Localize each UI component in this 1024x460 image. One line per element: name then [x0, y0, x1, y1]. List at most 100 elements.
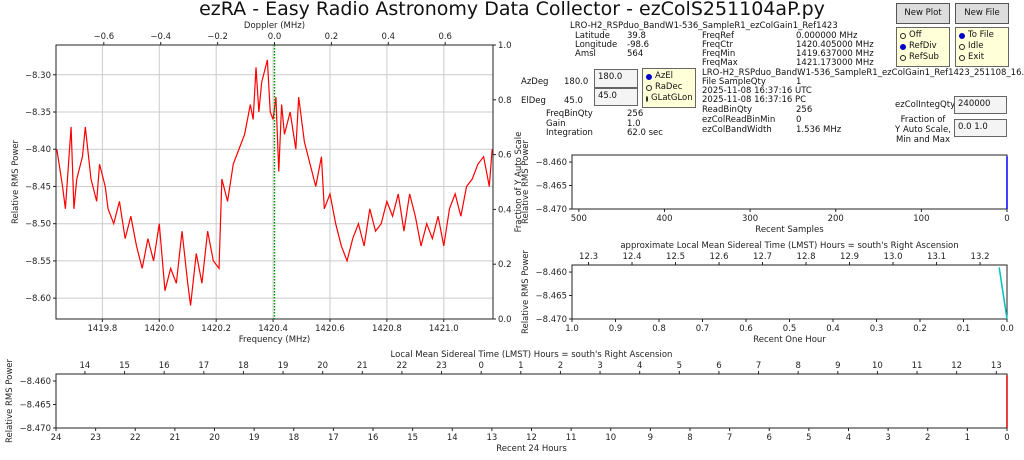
y-tick-label: −8.465	[20, 401, 51, 411]
top-tick-label: 12.6	[710, 252, 729, 262]
radio-radec[interactable]: RaDec	[646, 82, 692, 93]
radio-exit[interactable]: Exit	[959, 52, 1005, 63]
gain-label: Gain	[546, 119, 566, 129]
azdeg-label: AzDeg	[521, 77, 549, 87]
radio-dot-icon	[900, 32, 906, 39]
y-tick-label: −8.465	[536, 292, 567, 302]
radio-label: Idle	[968, 41, 984, 51]
top-tick-label: 11	[912, 361, 923, 371]
x-tick-label: 1420.8	[372, 324, 402, 334]
y-tick-label: −8.40	[25, 145, 51, 155]
file-sampleqty-label: File SampleQty	[702, 77, 766, 87]
radio-glatglon[interactable]: GLatGLon	[646, 93, 693, 104]
radio-dot-icon	[646, 84, 652, 91]
top-axis-label: Local Mean Sidereal Time (LMST) Hours = …	[391, 350, 673, 360]
top-tick-label: 12.3	[579, 252, 598, 262]
x-tick-label: 17	[328, 433, 339, 443]
top-tick-label: 0	[478, 361, 483, 371]
gain-value: 1.0	[627, 119, 641, 129]
top-tick-label: 4	[637, 361, 642, 371]
freqbinqty-label: FreqBinQty	[546, 109, 593, 119]
right-tick-label: 0.4	[498, 205, 512, 215]
azdeg-input[interactable]: 180.0	[594, 69, 638, 88]
x-tick-label: 500	[571, 214, 587, 224]
radio-refsub[interactable]: RefSub	[900, 52, 946, 63]
file-sampleqty-value: 1	[796, 77, 802, 87]
top-tick-label: 12.8	[797, 252, 816, 262]
freqref-label: FreqRef	[702, 31, 734, 41]
y-tick-label: −8.465	[536, 182, 567, 192]
top-tick-label: 18	[238, 361, 249, 371]
x-tick-label: 14	[447, 433, 458, 443]
top-axis-label: approximate Local Mean Sidereal Time (LM…	[620, 241, 958, 251]
x-tick-label: 0.5	[783, 324, 797, 334]
amsl-value: 564	[627, 49, 644, 59]
y-axis-label: Relative RMS Power	[521, 249, 531, 334]
yauto-input[interactable]: 0.0 1.0	[954, 119, 1007, 137]
plot-frame	[571, 264, 1008, 320]
x-tick-label: 15	[407, 433, 418, 443]
radio-label: Exit	[968, 52, 985, 62]
top-tick-label: 13.0	[884, 252, 903, 262]
x-tick-label: 22	[130, 433, 141, 443]
top-tick-label: 9	[835, 361, 840, 371]
spectrum-line	[56, 59, 493, 306]
radio-label: RefSub	[909, 52, 939, 62]
x-tick-label: 13	[486, 433, 497, 443]
radio-to-file[interactable]: To File	[959, 30, 1005, 41]
y-axis-label: Relative RMS Power	[521, 139, 531, 224]
top-tick-label: 12.4	[623, 252, 642, 262]
freqmax-label: FreqMax	[702, 58, 738, 68]
x-tick-label: 9	[648, 433, 653, 443]
freqmin-label: FreqMin	[702, 49, 736, 59]
radio-label: RaDec	[655, 82, 683, 92]
right-tick-label: 1.0	[498, 41, 512, 51]
readbinqty-value: 256	[796, 105, 813, 115]
integqty-input[interactable]: 240000	[954, 96, 1007, 114]
eldeg-label: ElDeg	[521, 96, 546, 106]
x-tick-label: 0.0	[1000, 324, 1014, 334]
top-tick-label: 21	[357, 361, 368, 371]
bandwidth-label: ezColBandWidth	[702, 125, 772, 135]
readbinmin-value: 0	[796, 115, 802, 125]
radio-idle[interactable]: Idle	[959, 41, 1005, 52]
plot-frame	[55, 373, 1008, 429]
radio-off[interactable]: Off	[900, 30, 946, 41]
x-axis-label: Frequency (MHz)	[239, 335, 310, 345]
freqmax-value: 1421.173000 MHz	[796, 58, 874, 68]
radio-label: Off	[909, 30, 922, 40]
right-tick-label: 0.8	[498, 96, 512, 106]
eldeg-input[interactable]: 45.0	[594, 88, 638, 106]
x-axis-label: Recent Samples	[755, 225, 824, 235]
longitude-value: -98.6	[627, 40, 649, 50]
radio-label: RefDiv	[909, 41, 937, 51]
top-tick-label: 23	[436, 361, 447, 371]
x-tick-label: 16	[368, 433, 379, 443]
new-plot-button[interactable]: New Plot	[896, 3, 950, 24]
pc-time: 2025-11-08 16:37:16 PC	[702, 95, 807, 105]
right-tick-label: 0.2	[498, 260, 512, 270]
freqref-value: 0.000000 MHz	[796, 31, 858, 41]
azdeg-value: 180.0	[564, 77, 589, 87]
x-tick-label: 1420.2	[201, 324, 231, 334]
top-tick-label: 0.2	[325, 32, 339, 42]
x-tick-label: 0.4	[826, 324, 840, 334]
amsl-label: Amsl	[575, 49, 596, 59]
radio-refdiv[interactable]: RefDiv	[900, 41, 946, 52]
radio-azel[interactable]: AzEl	[646, 71, 692, 82]
top-tick-label: 13.2	[971, 252, 990, 262]
x-tick-label: 0.6	[739, 324, 753, 334]
x-tick-label: 200	[828, 214, 844, 224]
top-tick-label: 12.5	[666, 252, 685, 262]
x-tick-label: 400	[656, 214, 672, 224]
top-tick-label: 10	[872, 361, 883, 371]
new-file-button[interactable]: New File	[955, 3, 1009, 24]
y-tick-label: −8.460	[20, 377, 51, 387]
plot-frame	[571, 154, 1008, 210]
x-tick-label: 5	[806, 433, 811, 443]
readbinmin-label: ezColReadBinMin	[702, 115, 776, 125]
x-tick-label: 0.7	[696, 324, 710, 334]
readbinqty-label: ReadBinQty	[702, 105, 752, 115]
x-tick-label: 1	[965, 433, 970, 443]
